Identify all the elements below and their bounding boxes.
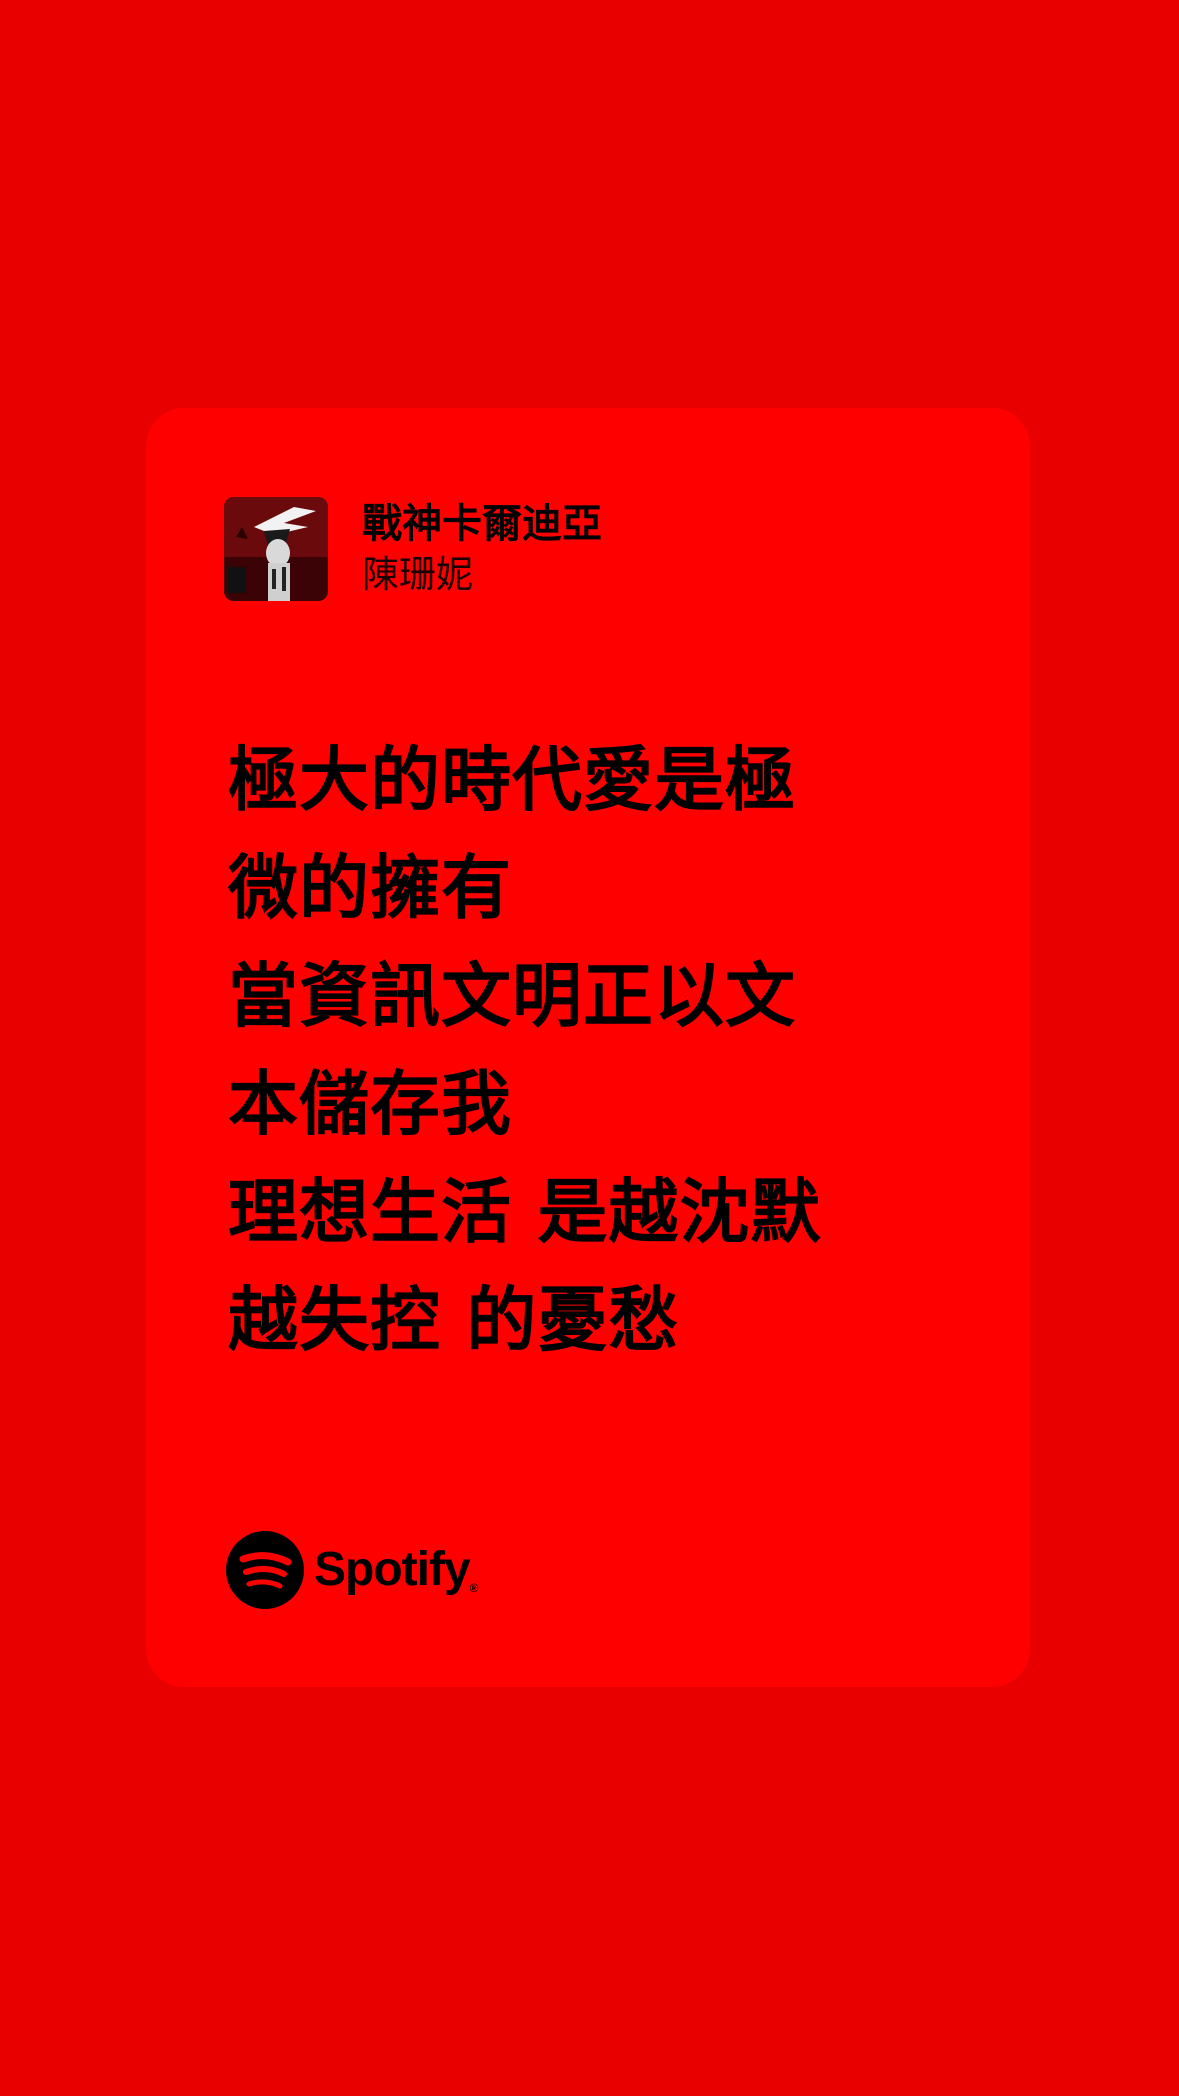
song-artist: 陳珊妮	[362, 553, 473, 596]
lyrics-share-card: 戰神卡爾迪亞 陳珊妮 極大的時代愛是極 微的擁有 當資訊文明正以文 本儲存我 理…	[146, 408, 1030, 1687]
lyric-line: 當資訊文明正以文	[228, 955, 796, 1037]
spotify-brand[interactable]: Spotify®	[226, 1530, 478, 1610]
lyric-line: 微的擁有	[228, 847, 512, 929]
song-header[interactable]: 戰神卡爾迪亞 陳珊妮	[224, 496, 602, 602]
registered-mark: ®	[469, 1581, 479, 1595]
lyric-line: 極大的時代愛是極	[228, 739, 796, 821]
lyrics-block: 極大的時代愛是極 微的擁有 當資訊文明正以文 本儲存我 理想生活 是越沈默 越失…	[228, 726, 948, 1374]
album-cover-icon	[224, 497, 328, 601]
spotify-wordmark: Spotify®	[314, 1531, 478, 1609]
song-meta: 戰神卡爾迪亞 陳珊妮	[362, 497, 602, 601]
album-art	[224, 497, 328, 601]
spotify-logo-icon	[226, 1531, 304, 1609]
lyric-line: 越失控 的憂愁	[228, 1279, 680, 1361]
spotify-wordmark-text: Spotify	[314, 1543, 471, 1596]
lyric-line: 理想生活 是越沈默	[228, 1171, 822, 1253]
lyric-line: 本儲存我	[228, 1063, 512, 1145]
song-title: 戰神卡爾迪亞	[362, 501, 602, 547]
